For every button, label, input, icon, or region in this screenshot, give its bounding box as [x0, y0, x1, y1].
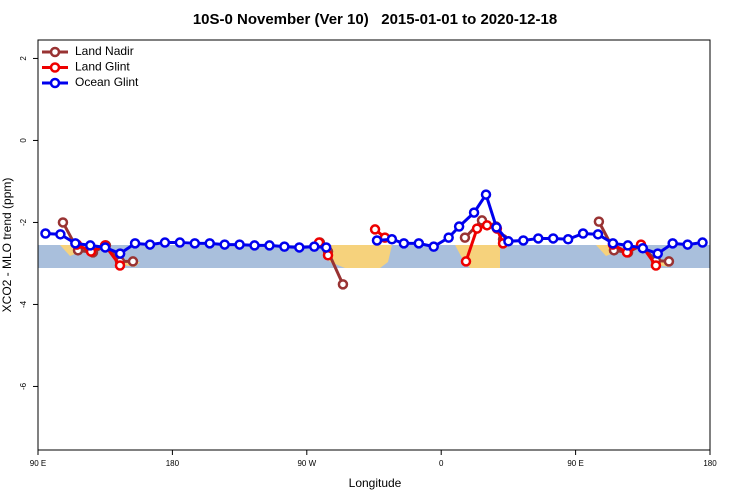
point	[99, 242, 111, 253]
point	[279, 241, 290, 252]
point	[144, 239, 156, 250]
point	[70, 238, 81, 249]
legend-label: Land Nadir	[75, 44, 134, 58]
point	[114, 260, 126, 271]
land-america	[322, 245, 392, 268]
point	[189, 238, 201, 249]
point	[459, 232, 471, 243]
point	[443, 232, 454, 243]
point	[697, 237, 708, 248]
point	[114, 248, 126, 259]
point	[320, 242, 332, 253]
point	[127, 256, 139, 267]
point	[428, 241, 439, 252]
legend-marker	[49, 62, 61, 73]
y-tick-label: -6	[19, 382, 28, 390]
point	[57, 217, 69, 228]
point	[468, 207, 480, 218]
point	[386, 234, 398, 245]
point	[471, 223, 483, 234]
point	[159, 237, 171, 248]
point	[40, 228, 51, 239]
point	[371, 235, 383, 246]
point	[562, 234, 574, 245]
point	[518, 235, 529, 246]
point	[219, 239, 230, 250]
y-axis-label: XCO2 - MLO trend (ppm)	[0, 178, 14, 313]
x-tick-label: 0	[439, 459, 444, 468]
point	[622, 240, 634, 251]
point	[547, 233, 559, 244]
point	[533, 233, 544, 244]
y-tick-label: -4	[19, 300, 28, 308]
point	[55, 229, 66, 240]
point	[234, 239, 245, 250]
point	[667, 238, 678, 249]
point	[593, 216, 605, 227]
point	[480, 189, 492, 200]
point	[294, 242, 305, 253]
legend-marker	[49, 77, 61, 89]
x-tick-label: 90 E	[567, 459, 583, 468]
point	[592, 229, 604, 240]
y-tick-label: -2	[19, 218, 28, 226]
point	[337, 279, 349, 290]
point	[663, 256, 675, 267]
point	[650, 260, 662, 271]
point	[369, 224, 381, 235]
point	[174, 237, 186, 248]
y-tick-label: 2	[19, 56, 28, 61]
plot-frame	[37, 39, 711, 451]
x-tick-label: 90 E	[30, 459, 46, 468]
point	[577, 228, 589, 239]
legend-label: Ocean Glint	[75, 75, 139, 89]
point	[682, 239, 693, 250]
point	[85, 240, 96, 251]
point	[204, 238, 215, 249]
point	[129, 238, 141, 249]
point	[503, 236, 514, 247]
point	[264, 240, 275, 251]
x-axis-label: Longitude	[349, 476, 402, 490]
point	[652, 248, 663, 259]
x-tick-label: 90 W	[297, 459, 316, 468]
point	[460, 256, 472, 267]
point	[453, 221, 465, 232]
chart-title: 10S-0 November (Ver 10) 2015-01-01 to 20…	[193, 11, 557, 28]
point	[309, 241, 320, 252]
point	[413, 238, 425, 249]
point	[249, 240, 260, 251]
point	[491, 222, 502, 233]
legend-label: Land Glint	[75, 60, 130, 74]
point	[481, 220, 493, 231]
legend-marker	[49, 46, 61, 58]
x-tick-label: 180	[703, 459, 717, 468]
x-tick-label: 180	[166, 459, 180, 468]
point	[607, 238, 619, 249]
point	[398, 238, 410, 249]
point	[637, 243, 649, 254]
y-tick-label: 0	[19, 138, 28, 143]
